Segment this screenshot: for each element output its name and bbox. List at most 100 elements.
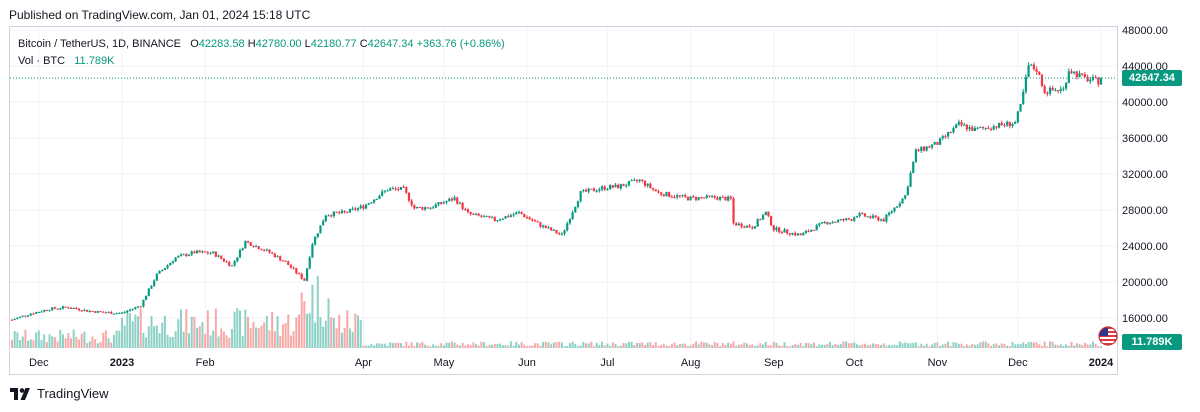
candle-body [51, 307, 54, 311]
volume-bar [552, 342, 555, 348]
candle-body [968, 127, 971, 130]
volume-bar [571, 341, 574, 348]
volume-bar [743, 342, 746, 348]
legend: Bitcoin / TetherUS, 1D, BINANCE O42283.5… [18, 36, 505, 70]
candle-body [96, 311, 99, 313]
candle-body [791, 232, 794, 235]
volume-bar [1100, 346, 1102, 348]
candle-body [673, 196, 676, 198]
volume-bar [1008, 346, 1011, 348]
volume-bar [407, 345, 410, 348]
volume-bar [949, 345, 952, 348]
volume-bar [984, 341, 987, 348]
volume-bar [59, 329, 62, 348]
volume-bar [1075, 343, 1078, 348]
candle-body [501, 218, 504, 220]
candle-body [662, 194, 665, 197]
candle-body [761, 215, 765, 220]
volume-bar [244, 309, 247, 348]
volume-bar [327, 298, 330, 348]
brand[interactable]: TradingView [10, 386, 109, 401]
candle-body [480, 215, 483, 217]
candle-body [16, 317, 19, 320]
candle-body [507, 216, 510, 218]
volume-bar [965, 344, 968, 348]
volume-bar [1051, 341, 1054, 348]
candle-body [94, 311, 97, 313]
volume-bar [1067, 345, 1070, 348]
volume-bar [348, 328, 351, 348]
candle-body [303, 278, 306, 281]
candle-body [997, 122, 1001, 128]
volume-bar [703, 342, 706, 348]
volume-bar [298, 314, 301, 348]
candle-body [496, 220, 499, 222]
candle-body [279, 256, 282, 261]
volume-bar [740, 344, 743, 348]
volume-bar [614, 344, 617, 348]
candle-body [472, 213, 475, 215]
candle-body [128, 309, 132, 311]
candle-body [440, 202, 443, 204]
candle-body [485, 215, 488, 217]
volume-bar [823, 344, 826, 348]
volume-bar [378, 343, 381, 348]
candle-body [378, 195, 381, 199]
candle-body [947, 131, 950, 137]
volume-bar [11, 339, 13, 348]
volume-bar [386, 345, 389, 348]
volume-bar [684, 343, 687, 348]
candle-body [528, 217, 531, 220]
volume-bar [367, 345, 370, 348]
volume-bar [190, 316, 193, 348]
volume-bar [335, 328, 338, 348]
volume-bar [1054, 344, 1057, 348]
candle-body [753, 226, 757, 229]
volume-bar [912, 342, 915, 348]
chart-pane[interactable] [9, 26, 1118, 375]
volume-bar [314, 322, 317, 348]
x-tick-label: Oct [846, 357, 863, 369]
candle-body [702, 197, 706, 199]
volume-bar [185, 309, 188, 348]
volume-bar [464, 345, 467, 348]
candle-body [769, 216, 773, 226]
candle-body [86, 309, 89, 312]
volume-bar [641, 342, 644, 348]
us-flag-icon[interactable] [1098, 326, 1118, 346]
candle-body [161, 269, 164, 272]
candle-body [517, 211, 521, 213]
candle-body [555, 229, 558, 234]
volume-bar [601, 341, 604, 348]
volume-bar [410, 342, 413, 348]
volume-bar [845, 341, 848, 348]
candle-body [405, 186, 408, 193]
volume-bar [147, 326, 150, 348]
candle-body [276, 256, 279, 258]
volume-bar [91, 336, 94, 348]
volume-bar [531, 345, 534, 348]
volume-bar [461, 342, 464, 348]
legend-change: +363.76 (+0.86%) [416, 38, 505, 50]
volume-bar [271, 312, 274, 348]
volume-bar [287, 314, 290, 348]
volume-bar [158, 333, 161, 348]
volume-bar [898, 341, 901, 348]
candle-body [437, 202, 440, 205]
candle-body [35, 312, 38, 314]
candle-body [249, 242, 252, 246]
volume-bar [67, 333, 70, 348]
candle-body [389, 188, 392, 191]
volume-bar [689, 345, 692, 348]
candle-body [381, 191, 384, 196]
volume-bar [357, 315, 360, 348]
candle-body [920, 146, 923, 151]
volume-bar [21, 336, 24, 348]
candle-body [893, 207, 896, 212]
candle-body [383, 190, 386, 192]
volume-bar [19, 340, 22, 348]
volume-bar [161, 322, 164, 348]
volume-bar [509, 341, 512, 348]
x-tick-label: Sep [764, 357, 784, 369]
